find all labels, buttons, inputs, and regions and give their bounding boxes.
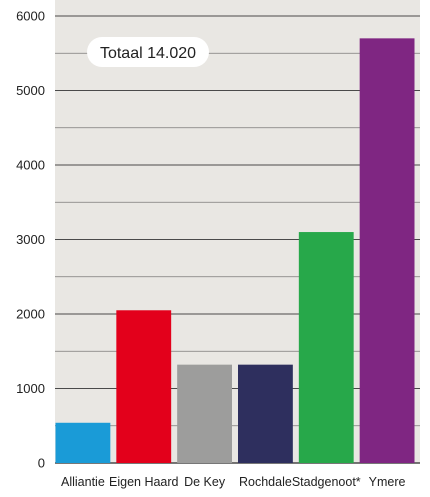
bars xyxy=(55,38,415,463)
bar xyxy=(177,364,232,463)
y-tick-label: 5000 xyxy=(16,83,45,98)
x-category-label: Stadgenoot* xyxy=(292,475,361,489)
x-category-label: Eigen Haard xyxy=(109,475,179,489)
y-tick-label: 0 xyxy=(38,456,45,471)
y-tick-label: 6000 xyxy=(16,9,45,24)
x-category-label: Rochdale xyxy=(239,475,292,489)
x-category-label: Ymere xyxy=(369,475,406,489)
bar xyxy=(298,232,354,463)
bar xyxy=(238,364,293,463)
total-annotation: Totaal 14.020 xyxy=(87,37,209,67)
bar xyxy=(55,422,111,463)
total-annotation-pill xyxy=(87,37,209,67)
bar xyxy=(359,38,415,463)
x-category-label: De Key xyxy=(184,475,226,489)
y-tick-label: 4000 xyxy=(16,158,45,173)
plot-background xyxy=(55,0,420,463)
y-axis-tick-labels: 0 1000 2000 3000 4000 5000 6000 xyxy=(16,9,45,471)
bar xyxy=(116,310,172,463)
y-tick-label: 1000 xyxy=(16,381,45,396)
y-tick-label: 2000 xyxy=(16,307,45,322)
x-axis-category-labels: Alliantie Eigen Haard De Key Rochdale Stadge… xyxy=(61,475,406,489)
gridlines xyxy=(55,15,420,464)
total-annotation-text: Totaal 14.020 xyxy=(100,45,196,62)
y-tick-label: 3000 xyxy=(16,232,45,247)
x-category-label: Alliantie xyxy=(61,475,105,489)
